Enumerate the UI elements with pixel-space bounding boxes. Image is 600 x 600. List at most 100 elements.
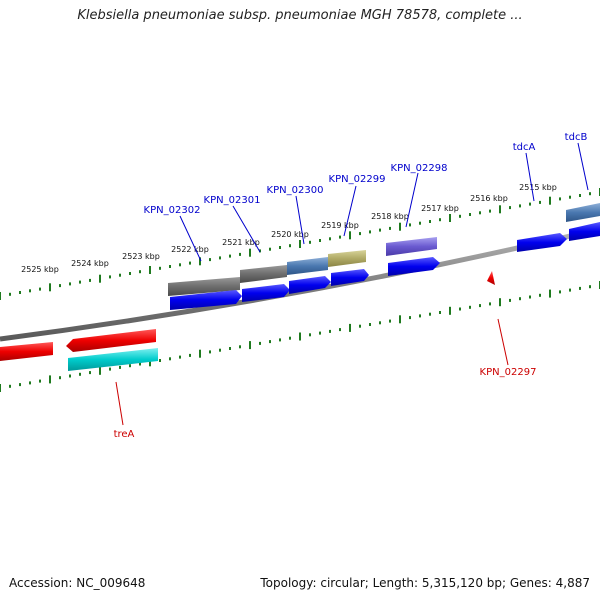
label-tdca[interactable]: tdcA	[513, 142, 536, 153]
feature-kpn-02300[interactable]	[287, 257, 328, 275]
major-tick	[149, 358, 151, 367]
minor-tick	[59, 376, 61, 380]
minor-tick	[29, 381, 31, 385]
gene-arrow-trea[interactable]	[66, 329, 156, 352]
major-tick	[0, 292, 1, 300]
minor-tick	[559, 290, 561, 294]
minor-tick	[79, 372, 81, 376]
feature-kpn-02299[interactable]	[328, 250, 366, 267]
label-kpn-02298[interactable]: KPN_02298	[391, 163, 448, 174]
minor-tick	[39, 287, 41, 291]
minor-tick	[119, 365, 121, 369]
minor-tick	[59, 284, 61, 288]
minor-tick	[139, 362, 141, 366]
minor-tick	[189, 261, 191, 265]
map-title: Klebsiella pneumoniae subsp. pneumoniae …	[77, 8, 523, 23]
minor-tick	[489, 302, 491, 306]
major-tick	[249, 248, 251, 257]
minor-tick	[359, 232, 361, 236]
tick-label: 2525 kbp	[21, 265, 59, 274]
minor-tick	[469, 305, 471, 309]
minor-tick	[29, 289, 31, 293]
minor-tick	[169, 357, 171, 361]
minor-tick	[109, 275, 111, 279]
tick-label: 2524 kbp	[71, 259, 109, 268]
gene-arrow-kpn-02297[interactable]	[487, 271, 495, 285]
tick-label: 2523 kbp	[122, 252, 160, 261]
label-kpn-02302[interactable]: KPN_02302	[144, 205, 201, 216]
minor-tick	[189, 353, 191, 357]
label-kpn-02297[interactable]: KPN_02297	[480, 367, 537, 378]
label-trea[interactable]: treA	[114, 429, 135, 440]
reverse-label-lines	[115, 318, 509, 426]
minor-tick	[309, 240, 311, 244]
minor-tick	[509, 298, 511, 302]
minor-tick	[409, 223, 411, 227]
minor-tick	[139, 270, 141, 274]
label-tdcb[interactable]: tdcB	[565, 132, 588, 143]
forward-label-lines	[179, 142, 589, 262]
minor-tick	[289, 336, 291, 340]
label-kpn-02299[interactable]: KPN_02299	[329, 174, 386, 185]
feature-kpn-02298[interactable]	[386, 237, 437, 256]
minor-tick	[9, 384, 11, 388]
major-tick	[449, 214, 451, 222]
minor-tick	[229, 347, 231, 350]
minor-tick	[229, 254, 231, 258]
minor-tick	[389, 226, 391, 230]
minor-tick	[429, 220, 431, 223]
minor-tick	[479, 304, 481, 308]
gene-arrow-tdcb[interactable]	[569, 222, 600, 241]
minor-tick	[459, 307, 461, 311]
gene-arrow-kpn-02302[interactable]	[170, 290, 242, 310]
tick-label: 2518 kbp	[371, 212, 409, 221]
minor-tick	[259, 341, 261, 345]
minor-tick	[529, 202, 531, 206]
gene-arrow-kpn-02300[interactable]	[289, 276, 331, 294]
major-tick	[149, 266, 151, 274]
feature-kpn-02302[interactable]	[168, 277, 240, 296]
major-tick	[199, 257, 201, 266]
major-tick	[499, 205, 501, 214]
major-tick	[399, 315, 401, 324]
tick-label: 2517 kbp	[421, 204, 459, 213]
minor-tick	[479, 211, 481, 215]
gene-arrow-left-edge[interactable]	[0, 342, 53, 361]
gene-arrow-kpn-02301[interactable]	[242, 284, 290, 302]
minor-tick	[519, 204, 521, 208]
minor-tick	[589, 192, 591, 196]
genome-summary-text: Topology: circular; Length: 5,315,120 bp…	[260, 576, 590, 590]
minor-tick	[159, 266, 161, 270]
minor-tick	[89, 371, 91, 375]
gene-arrow-kpn-02298[interactable]	[388, 257, 440, 276]
minor-tick	[319, 239, 321, 242]
minor-tick	[119, 273, 121, 277]
feature-tdcb[interactable]	[566, 203, 600, 222]
tick-label: 2521 kbp	[222, 238, 260, 247]
minor-tick	[329, 329, 331, 333]
major-tick	[549, 289, 551, 298]
minor-tick	[419, 221, 421, 225]
major-tick	[549, 196, 551, 205]
major-tick	[499, 298, 501, 307]
major-tick	[349, 323, 351, 332]
minor-tick	[539, 200, 541, 204]
tick-label: 2519 kbp	[321, 221, 359, 230]
label-kpn-02301[interactable]: KPN_02301	[204, 195, 261, 206]
label-kpn-02300[interactable]: KPN_02300	[267, 185, 324, 196]
minor-tick	[79, 280, 81, 284]
minor-tick	[559, 197, 561, 201]
gene-arrow-tdca[interactable]	[517, 233, 567, 252]
minor-tick	[489, 209, 491, 213]
feature-trea[interactable]	[68, 348, 158, 371]
minor-tick	[369, 230, 371, 234]
minor-tick	[339, 235, 341, 239]
tick-label: 2515 kbp	[519, 183, 557, 192]
minor-tick	[519, 297, 521, 301]
minor-tick	[379, 321, 381, 325]
minor-tick	[339, 328, 341, 332]
gene-arrow-kpn-02299[interactable]	[331, 269, 369, 286]
feature-kpn-02301[interactable]	[240, 265, 287, 283]
tick-label: 2522 kbp	[171, 245, 209, 254]
major-tick	[249, 341, 251, 350]
